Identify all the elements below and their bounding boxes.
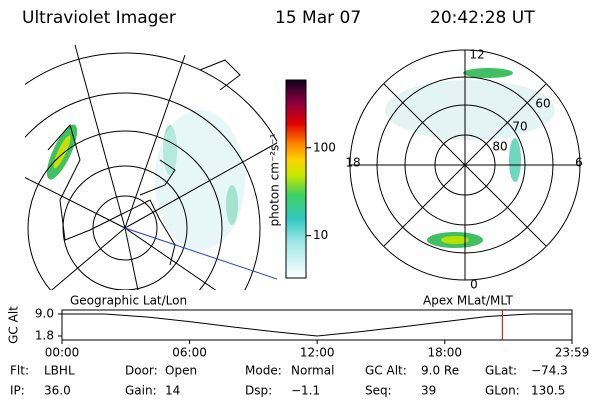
time: 20:42:28 UT	[430, 8, 535, 28]
field-label: GLon:	[485, 384, 520, 398]
instrument: Ultraviolet Imager	[22, 8, 176, 28]
field-value: 36.0	[44, 384, 71, 398]
x-tick-label: 12:00	[300, 346, 335, 360]
field-value: LBHL	[44, 364, 75, 378]
aurora	[53, 135, 71, 169]
y-tick-label: 9.0	[35, 307, 54, 321]
mlt-label: 18	[345, 156, 360, 170]
field-value: 9.0 Re	[421, 364, 459, 378]
field-label: Seq:	[365, 384, 392, 398]
geographic-map	[25, 45, 277, 290]
aurora	[441, 236, 469, 244]
colorbar	[285, 79, 307, 279]
field-value: −1.1	[291, 384, 320, 398]
mlt-label: 0	[470, 278, 478, 292]
x-tick-label: 06:00	[172, 346, 207, 360]
field-value: −74.3	[531, 364, 568, 378]
field-value: Open	[165, 364, 197, 378]
field-label: Dsp:	[245, 384, 272, 398]
field-label: Gain:	[125, 384, 157, 398]
aurora	[509, 138, 521, 182]
colorbar-label: photon cm⁻²s⁻¹	[268, 133, 282, 226]
aurora	[463, 68, 513, 78]
y-tick-label: 1.8	[35, 329, 54, 343]
field-value: 39	[421, 384, 436, 398]
colorbar-tick-label: 100	[313, 140, 336, 154]
glow	[385, 80, 555, 140]
colorbar-tick-label: 10	[313, 228, 328, 242]
polar-plot	[349, 49, 581, 281]
mlt-label: 6	[575, 156, 583, 170]
mlt-label: 12	[469, 48, 484, 62]
altitude-line	[62, 313, 572, 337]
field-value: Normal	[291, 364, 334, 378]
field-label: GC Alt:	[365, 364, 407, 378]
date: 15 Mar 07	[275, 8, 361, 28]
field-label: Door:	[125, 364, 158, 378]
mlat-label: 60	[535, 97, 550, 111]
field-value: 14	[165, 384, 180, 398]
x-tick-label: 23:59	[555, 346, 590, 360]
mlat-label: 80	[492, 140, 507, 154]
field-label: IP:	[10, 384, 25, 398]
timeline-title: Apex MLat/MLT	[423, 294, 513, 308]
field-value: 130.5	[531, 384, 565, 398]
y-axis-label: GC Alt	[7, 306, 21, 344]
timeline-title: Geographic Lat/Lon	[70, 294, 187, 308]
x-tick-label: 18:00	[427, 346, 462, 360]
glow	[155, 110, 245, 250]
field-label: GLat:	[485, 364, 517, 378]
field-label: Flt:	[10, 364, 29, 378]
mlat-label: 70	[512, 120, 527, 134]
x-tick-label: 00:00	[45, 346, 80, 360]
field-label: Mode:	[245, 364, 282, 378]
